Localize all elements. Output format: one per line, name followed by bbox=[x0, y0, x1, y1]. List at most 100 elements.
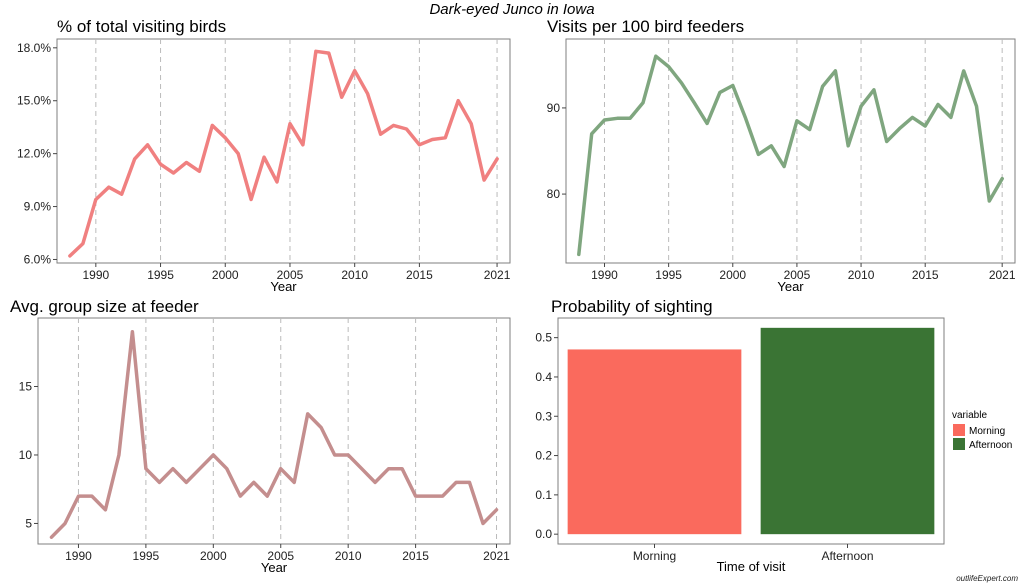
panel2-point-2010 bbox=[859, 105, 863, 108]
panel2-point-2009 bbox=[847, 144, 850, 148]
panel3-point-1993 bbox=[117, 453, 121, 457]
panel2-point-2001 bbox=[744, 117, 747, 120]
panel2-point-2019 bbox=[975, 105, 978, 108]
panel1-point-2010 bbox=[353, 69, 356, 72]
panel1-series-line bbox=[68, 49, 499, 258]
panel2-point-1994 bbox=[654, 55, 657, 58]
panel1-point-2017 bbox=[444, 136, 447, 139]
panel3-title: Avg. group size at feeder bbox=[10, 297, 199, 316]
panel1-point-1994 bbox=[146, 143, 149, 147]
panel1-point-1989 bbox=[81, 242, 85, 245]
panel4-ytick-label-5: 0.5 bbox=[535, 331, 552, 345]
panel2-xtick-label-2005: 2005 bbox=[784, 268, 811, 282]
panel3-point-1991 bbox=[90, 494, 94, 498]
panel2-point-1998 bbox=[705, 122, 709, 125]
panel2-point-1995 bbox=[667, 65, 670, 68]
figure-title: Dark-eyed Junco in Iowa bbox=[429, 1, 595, 18]
panel2-xtick-label-1990: 1990 bbox=[591, 268, 618, 282]
panel2-point-1989 bbox=[590, 132, 593, 135]
panel1-point-2012 bbox=[379, 133, 382, 136]
legend-label-morning: Morning bbox=[969, 426, 1005, 437]
panel3-point-2010 bbox=[346, 453, 350, 457]
panel3-point-2014 bbox=[400, 467, 404, 470]
panel2-point-2004 bbox=[782, 165, 786, 168]
panel3-ytick-label-2: 15 bbox=[19, 379, 33, 393]
panel3-point-2013 bbox=[387, 467, 390, 470]
panel2-frame bbox=[565, 38, 1016, 264]
panel3-series-line bbox=[49, 329, 499, 539]
panel1-point-1997 bbox=[185, 161, 188, 164]
panel3-point-1994 bbox=[131, 330, 134, 333]
panel3-point-2005 bbox=[279, 467, 282, 470]
panel3-point-1992 bbox=[104, 508, 107, 511]
panel2-point-2007 bbox=[821, 85, 824, 88]
panel1-title: % of total visiting birds bbox=[57, 17, 226, 36]
panel2-point-2018 bbox=[962, 69, 965, 73]
panel3-point-1999 bbox=[198, 467, 202, 470]
panel3-point-2008 bbox=[320, 426, 323, 429]
panel4-bar-morning bbox=[567, 349, 742, 535]
panel1-point-2018 bbox=[457, 99, 460, 102]
panel1-ytick-label-2: 12.0% bbox=[17, 147, 51, 161]
panel3-point-2017 bbox=[441, 494, 444, 498]
panel3-point-2019 bbox=[468, 481, 471, 484]
panel2-point-1996 bbox=[680, 81, 683, 85]
panel2-point-2012 bbox=[885, 140, 888, 143]
panel2-point-1990 bbox=[603, 118, 606, 122]
panel2-xtick-label-1995: 1995 bbox=[655, 268, 682, 282]
panel3-point-2007 bbox=[306, 412, 309, 416]
panel1-xtick-label-1990: 1990 bbox=[82, 268, 109, 282]
panel3-point-1989 bbox=[63, 522, 67, 525]
panel1-frame bbox=[56, 38, 511, 264]
panel1-point-2013 bbox=[392, 124, 395, 127]
panel4-xtick-label-0: Morning bbox=[633, 549, 676, 563]
panel3-point-1998 bbox=[185, 481, 188, 484]
panel2-point-2015 bbox=[924, 124, 927, 128]
panel2-point-2005 bbox=[795, 119, 799, 123]
panel4-title: Probability of sighting bbox=[551, 297, 713, 316]
panel2-point-1999 bbox=[718, 91, 722, 94]
panel3-point-2006 bbox=[293, 481, 296, 484]
panel2-point-2006 bbox=[808, 128, 811, 131]
panel1-xlabel: Year bbox=[270, 279, 297, 294]
panel1-point-2009 bbox=[340, 96, 343, 99]
legend-swatch-morning bbox=[953, 424, 965, 436]
legend-swatch-afternoon bbox=[953, 438, 965, 450]
panel1-point-2006 bbox=[301, 143, 305, 147]
panel1-point-2016 bbox=[431, 138, 434, 141]
panel4-bar-afternoon bbox=[760, 327, 935, 535]
panel3-xtick-label-2010: 2010 bbox=[335, 549, 362, 563]
panel1-point-1988 bbox=[68, 254, 72, 258]
panel2-point-2016 bbox=[936, 103, 940, 106]
panel1-xtick-label-2015: 2015 bbox=[406, 268, 433, 282]
panel3-xtick-label-1995: 1995 bbox=[133, 549, 160, 563]
panel3-point-2002 bbox=[239, 494, 242, 498]
panel2-ytick-label-1: 90 bbox=[547, 101, 561, 115]
panel1-point-2021 bbox=[495, 157, 499, 161]
panel3-point-2004 bbox=[266, 494, 269, 498]
panel1-point-2011 bbox=[366, 92, 369, 95]
panel1-point-2014 bbox=[405, 127, 408, 131]
panel3-point-2018 bbox=[454, 481, 458, 484]
panel2-point-2008 bbox=[834, 69, 837, 73]
panel3-point-2000 bbox=[212, 453, 215, 457]
watermark: outlifeExpert.com bbox=[956, 574, 1018, 583]
panel1-xtick-label-1995: 1995 bbox=[147, 268, 174, 282]
panel2-point-2002 bbox=[757, 153, 760, 156]
legend-title: variable bbox=[952, 410, 987, 421]
panel4-ytick-label-1: 0.1 bbox=[535, 488, 552, 502]
panel1-point-2002 bbox=[249, 198, 253, 201]
panel2-point-2013 bbox=[898, 127, 901, 130]
panel1-point-2000 bbox=[224, 136, 227, 139]
panel4-ytick-label-2: 0.2 bbox=[535, 449, 552, 463]
panel3-point-1990 bbox=[77, 494, 80, 498]
panel1-point-2004 bbox=[275, 180, 279, 184]
panel2-point-1997 bbox=[693, 101, 696, 104]
panel2-xtick-label-2010: 2010 bbox=[848, 268, 875, 282]
panel3-point-2016 bbox=[427, 494, 431, 498]
panel1-point-1991 bbox=[107, 185, 110, 189]
panel4-ytick-label-0: 0.0 bbox=[535, 527, 552, 541]
legend-label-afternoon: Afternoon bbox=[969, 440, 1012, 451]
panel3-point-2003 bbox=[252, 481, 255, 484]
